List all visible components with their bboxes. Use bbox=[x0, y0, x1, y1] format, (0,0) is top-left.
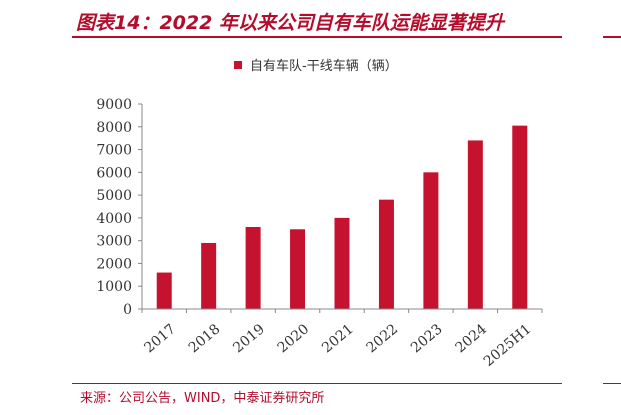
bar-2024 bbox=[467, 140, 483, 309]
y-tick-label: 4000 bbox=[96, 211, 132, 227]
side-footer-divider bbox=[603, 383, 621, 384]
x-tick-label-2020: 2020 bbox=[275, 321, 313, 356]
footer-divider bbox=[72, 383, 562, 384]
y-tick-label: 1000 bbox=[96, 279, 132, 295]
x-tick-label-2021: 2021 bbox=[319, 321, 357, 356]
bar-2025H1 bbox=[512, 125, 528, 309]
legend-swatch bbox=[234, 61, 242, 69]
y-tick-label: 9000 bbox=[96, 97, 132, 113]
y-tick-label: 0 bbox=[123, 302, 132, 318]
x-tick-label-2025H1: 2025H1 bbox=[481, 321, 535, 370]
x-tick-label-2017: 2017 bbox=[141, 321, 179, 356]
x-tick-label-2022: 2022 bbox=[364, 321, 402, 356]
bar-2023 bbox=[423, 172, 439, 309]
bar-2020 bbox=[290, 229, 306, 309]
y-tick-label: 7000 bbox=[96, 143, 132, 159]
bar-2018 bbox=[201, 242, 217, 309]
y-axis: 0 1000 2000 3000 4000 5000 6000 7000 8000 9000 bbox=[96, 97, 143, 318]
bar-2022 bbox=[378, 199, 394, 309]
legend: 自有车队-干线车辆（辆） bbox=[234, 58, 398, 74]
x-tick-label-2018: 2018 bbox=[186, 321, 224, 356]
legend-label: 自有车队-干线车辆（辆） bbox=[250, 58, 398, 74]
x-tick-label-2024: 2024 bbox=[452, 321, 490, 356]
source-note: 来源：公司公告，WIND，中泰证券研究所 bbox=[80, 391, 325, 406]
bar-chart: 自有车队-干线车辆（辆） 0 1000 2000 3000 4000 5000 6000 70… bbox=[96, 58, 543, 370]
bar-2017 bbox=[156, 272, 172, 309]
y-tick-label: 3000 bbox=[96, 234, 132, 250]
y-tick-label: 6000 bbox=[96, 165, 132, 181]
bars bbox=[156, 125, 528, 309]
y-tick-label: 8000 bbox=[96, 120, 132, 136]
chart-title: 图表14：2022 年以来公司自有车队运能显著提升 bbox=[76, 12, 504, 34]
bar-2019 bbox=[245, 227, 261, 309]
y-tick-label: 5000 bbox=[96, 188, 132, 204]
title-divider bbox=[72, 36, 562, 38]
side-divider bbox=[603, 36, 621, 38]
x-tick-label-2023: 2023 bbox=[408, 321, 446, 356]
y-tick-label: 2000 bbox=[96, 256, 132, 272]
bar-2021 bbox=[334, 217, 350, 309]
x-tick-label-2019: 2019 bbox=[230, 321, 268, 356]
